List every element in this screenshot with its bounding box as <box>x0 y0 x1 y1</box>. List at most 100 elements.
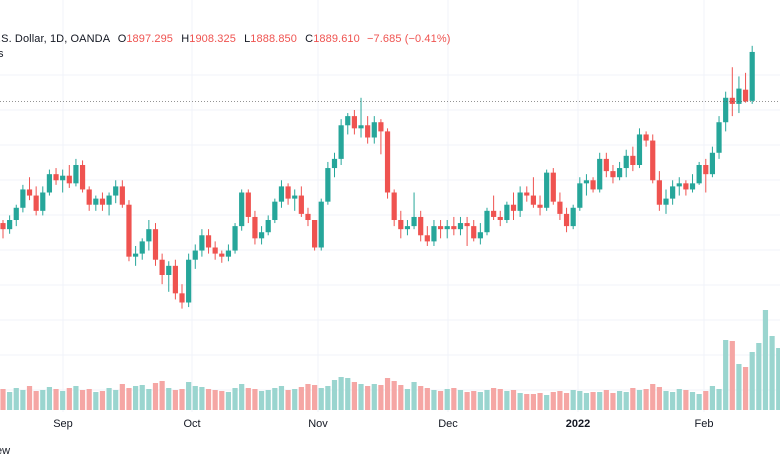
volume-bar <box>159 381 165 410</box>
volume-bar <box>537 393 543 410</box>
candle-body <box>676 183 682 187</box>
volume-bar <box>398 385 404 410</box>
volume-bar <box>305 384 311 410</box>
candle-body <box>583 180 590 184</box>
volume-bar <box>205 389 212 410</box>
volume-bar <box>73 386 79 410</box>
volume-bar <box>166 388 172 410</box>
candle-body <box>729 97 735 104</box>
candle-body <box>258 232 265 239</box>
volume-bar <box>703 391 709 410</box>
volume-bar <box>312 385 318 410</box>
x-tick-label: Oct <box>183 418 200 430</box>
candle-body <box>444 226 450 230</box>
candle-body <box>73 165 79 184</box>
volume-bar <box>285 390 291 410</box>
volume-bar <box>345 378 351 410</box>
candle-body <box>517 192 523 211</box>
x-tick-label: Sep <box>53 418 73 430</box>
candle-body <box>245 192 251 217</box>
volume-bar <box>544 395 550 410</box>
candle-body <box>219 253 225 257</box>
volume-bar <box>126 388 132 410</box>
candle-body <box>13 207 19 220</box>
volume-bar <box>0 389 6 410</box>
candle-body <box>40 192 46 211</box>
volume-bar <box>583 393 590 410</box>
volume-bar <box>219 391 225 410</box>
bottom-edge-label[interactable]: ew <box>0 445 11 457</box>
volume-bar <box>106 388 112 410</box>
volume-bar <box>597 392 603 410</box>
volume-bar <box>716 389 722 410</box>
candle-body <box>749 51 755 101</box>
symbol-title: .S. Dollar, 1D, OANDA <box>0 33 110 45</box>
volume-bar <box>172 390 178 410</box>
candle-body <box>79 165 86 190</box>
candle-body <box>630 155 636 165</box>
candle-body <box>484 210 490 233</box>
candle-body <box>650 140 656 181</box>
candle-body <box>491 210 497 217</box>
volume-bar <box>338 377 344 410</box>
volume-bar <box>331 380 338 410</box>
candle-body <box>656 180 662 205</box>
candle-body <box>239 192 245 227</box>
candle-body <box>179 293 185 303</box>
candle-body <box>404 226 411 230</box>
volume-bar <box>232 388 238 410</box>
close-label: C <box>305 33 314 45</box>
volume-bar <box>676 389 682 410</box>
candle-body <box>550 172 556 202</box>
candle-body <box>20 189 26 208</box>
candle-body <box>331 158 338 169</box>
volume-bar <box>484 390 490 410</box>
x-axis-labels: Sep Oct Nov Dec 2022 Feb <box>53 418 713 430</box>
candle-body <box>384 131 391 193</box>
candle-body <box>391 192 397 220</box>
volume-bar <box>26 386 33 410</box>
volume-bar <box>590 392 596 410</box>
volume-bar <box>630 388 636 410</box>
volume-bar <box>93 392 99 410</box>
volume-bar <box>510 390 517 410</box>
candle-body <box>696 165 702 184</box>
candle-body <box>186 259 192 303</box>
volume-bar <box>623 392 629 410</box>
candle-body <box>451 226 457 230</box>
candle-body <box>570 207 576 227</box>
volume-bar <box>636 390 643 410</box>
volume-bar <box>742 367 749 410</box>
volume-bar <box>577 391 583 410</box>
volume-bar <box>404 389 411 410</box>
volume-bar <box>756 343 762 410</box>
candle-body <box>292 195 298 199</box>
volume-bar <box>557 391 563 410</box>
grid-lines <box>0 0 780 412</box>
candle-body <box>610 171 616 178</box>
candle-body <box>577 183 583 208</box>
volume-bar <box>40 390 46 410</box>
volume-bar <box>186 382 192 410</box>
volume-bar <box>53 389 59 410</box>
volume-bar <box>113 390 119 410</box>
candle-body <box>689 183 696 190</box>
change-value: −7.685 (−0.41%) <box>367 33 451 45</box>
candle-body <box>616 168 623 178</box>
candle-body <box>46 174 53 193</box>
volume-bar <box>723 340 729 410</box>
volume-bar <box>570 390 576 410</box>
volume-bar <box>696 394 702 410</box>
candle-body <box>139 241 145 254</box>
volume-bar <box>378 385 384 410</box>
volume-bar <box>7 392 13 410</box>
volume-bar <box>769 336 775 410</box>
volume-bar <box>524 394 530 410</box>
legend-sub-label: s <box>0 48 4 60</box>
candle-body <box>365 125 371 138</box>
volume-bars <box>0 310 780 410</box>
volume-bar <box>292 389 298 410</box>
candle-body <box>278 186 285 202</box>
volume-bar <box>365 386 371 410</box>
